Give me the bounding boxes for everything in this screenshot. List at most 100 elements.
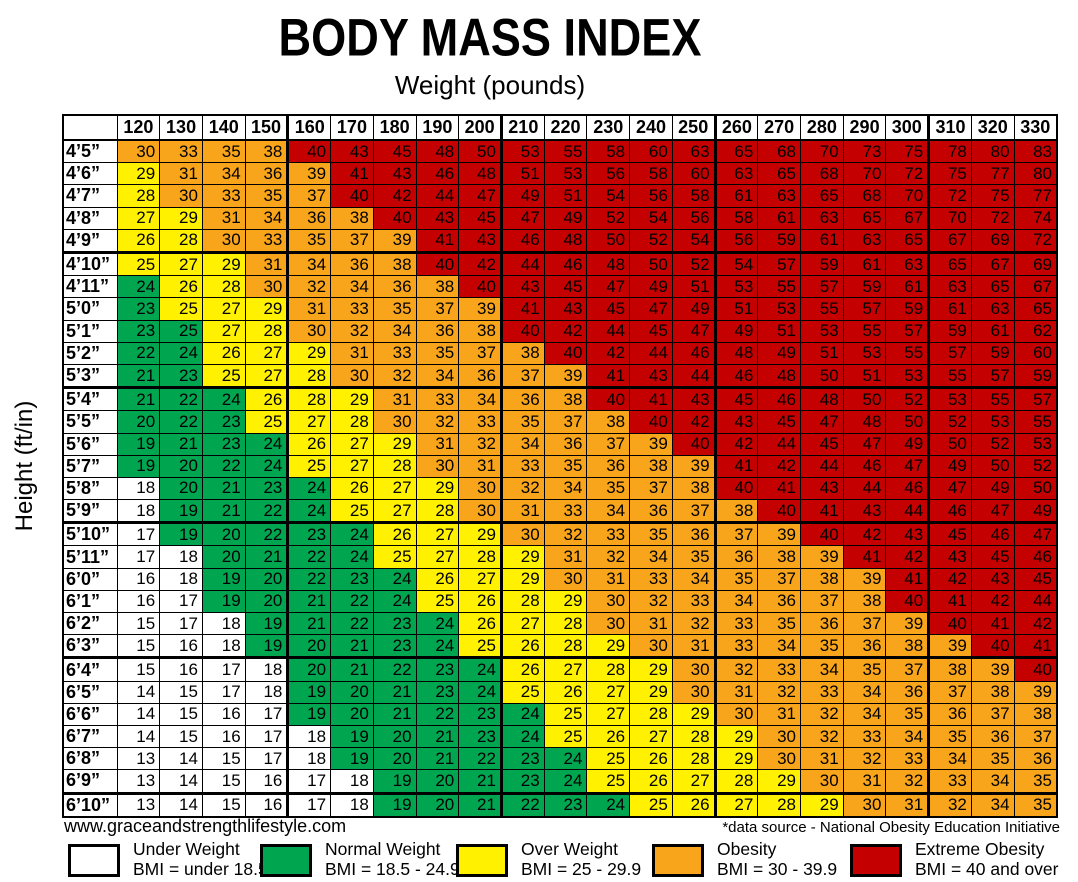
bmi-value-cell: 34 [800,657,844,682]
bmi-value-cell: 21 [415,747,460,771]
bmi-value-cell: 42 [671,410,717,434]
legend-bmi-range: BMI = 40 and over [915,859,1059,879]
height-row-header: 6’2” [62,612,118,636]
bmi-value-cell: 23 [116,319,161,343]
bmi-value-cell: 33 [201,184,246,208]
bmi-value-cell: 30 [800,769,844,795]
height-row-header: 5’6” [62,432,118,456]
bmi-value-cell: 14 [159,792,203,818]
bmi-value-cell: 33 [928,769,972,795]
bmi-value-cell: 41 [629,387,673,412]
bmi-value-cell: 29 [714,724,759,749]
bmi-value-cell: 30 [458,476,503,501]
bmi-value-cell: 38 [1013,702,1058,727]
bmi-value-cell: 77 [1013,184,1058,208]
bmi-value-cell: 30 [543,567,588,591]
bmi-value-cell: 31 [714,680,759,704]
bmi-value-cell: 31 [458,454,503,478]
bmi-value-cell: 33 [330,297,374,321]
legend-category-name: Under Weight [133,839,240,859]
bmi-value-cell: 29 [458,522,503,547]
bmi-value-cell: 34 [458,387,503,412]
bmi-value-cell: 43 [330,139,374,164]
bmi-value-cell: 27 [629,724,673,749]
bmi-value-cell: 22 [244,522,290,547]
bmi-value-cell: 44 [842,476,887,501]
bmi-value-cell: 37 [543,410,588,434]
bmi-value-cell: 23 [415,680,460,704]
bmi-value-cell: 49 [671,297,717,321]
bmi-value-cell: 50 [928,432,972,456]
bmi-value-cell: 54 [586,184,631,208]
height-row-header: 4’6” [62,162,118,186]
bmi-value-cell: 31 [757,702,801,727]
bmi-value-cell: 43 [671,387,717,412]
bmi-value-cell: 21 [159,432,203,456]
legend-category-name: Over Weight [521,839,618,859]
bmi-value-cell: 27 [201,297,246,321]
bmi-value-cell: 26 [586,724,631,749]
bmi-value-cell: 21 [201,476,246,501]
legend-bmi-range: BMI = 18.5 - 24.9 [325,859,460,879]
bmi-value-cell: 15 [159,680,203,704]
bmi-value-cell: 37 [928,680,972,704]
bmi-value-cell: 45 [800,432,844,456]
bmi-value-cell: 51 [800,341,844,365]
height-row-header: 5’8” [62,476,118,501]
bmi-value-cell: 45 [928,522,972,547]
bmi-value-cell: 53 [800,319,844,343]
bmi-value-cell: 39 [458,297,503,321]
weight-column-header: 180 [372,114,417,141]
bmi-value-cell: 43 [372,162,417,186]
legend-bmi-range: BMI = 30 - 39.9 [717,859,838,879]
bmi-value-cell: 27 [372,476,417,501]
bmi-value-cell: 33 [842,724,887,749]
bmi-value-cell: 24 [500,702,545,727]
bmi-value-cell: 28 [543,612,588,636]
bmi-value-cell: 41 [586,363,631,390]
bmi-value-cell: 37 [330,228,374,254]
bmi-value-cell: 34 [372,319,417,343]
bmi-value-cell: 47 [970,499,1015,525]
bmi-value-cell: 53 [1013,432,1058,456]
height-row-header: 6’1” [62,589,118,614]
bmi-value-cell: 43 [800,476,844,501]
bmi-value-cell: 63 [885,251,931,277]
bmi-value-cell: 19 [330,724,374,749]
bmi-value-cell: 46 [500,228,545,254]
bmi-value-cell: 72 [1013,228,1058,254]
bmi-value-cell: 38 [970,680,1015,704]
bmi-value-cell: 51 [671,275,717,299]
bmi-value-cell: 19 [116,454,161,478]
bmi-value-cell: 43 [928,545,972,569]
bmi-value-cell: 33 [159,139,203,164]
weight-column-header: 270 [757,114,801,141]
bmi-value-cell: 42 [458,251,503,277]
bmi-value-cell: 35 [629,522,673,547]
weight-column-header: 250 [671,114,717,141]
height-row-header: 4’8” [62,206,118,230]
weight-column-header: 170 [330,114,374,141]
bmi-value-cell: 34 [330,275,374,299]
bmi-value-cell: 44 [671,363,717,390]
bmi-value-cell: 15 [201,769,246,795]
legend-label: Obesity BMI = 30 - 39.9 [717,839,837,879]
bmi-value-cell: 15 [159,702,203,727]
weight-column-header: 330 [1013,114,1058,141]
bmi-value-cell: 37 [415,297,460,321]
bmi-value-cell: 32 [287,275,332,299]
legend-label: Under Weight BMI = under 18.5 [133,839,268,879]
bmi-value-cell: 63 [714,162,759,186]
bmi-value-cell: 38 [714,499,759,525]
bmi-value-cell: 39 [629,432,673,456]
table-row: 4’6” 29 31 34 36 39 41 43 46 48 51 53 56 58 60 63 65 68 70… [62,162,1058,186]
bmi-value-cell: 35 [287,228,332,254]
weight-column-header: 140 [201,114,246,141]
bmi-value-cell: 32 [671,612,717,636]
bmi-value-cell: 25 [372,545,417,569]
table-row: 6’7” 14 15 16 17 18 19 20 21 23 24 25 26 27 28 29 30 32 33… [62,724,1058,749]
bmi-value-cell: 36 [629,499,673,525]
bmi-value-cell: 47 [458,184,503,208]
bmi-value-cell: 18 [330,792,374,818]
bmi-value-cell: 28 [415,499,460,525]
